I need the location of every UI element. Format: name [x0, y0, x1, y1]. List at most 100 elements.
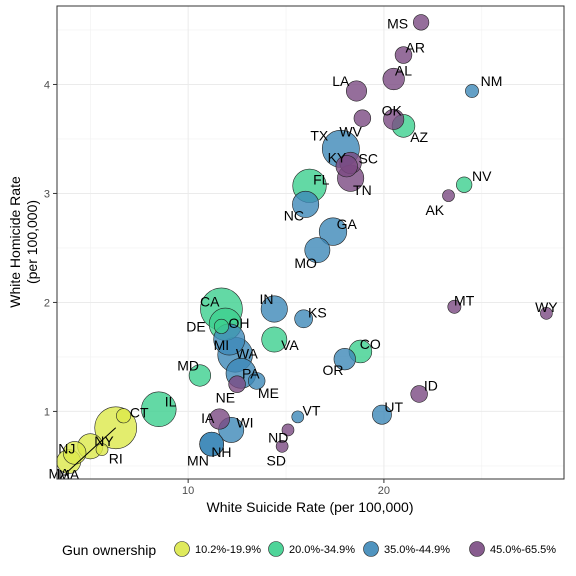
label-tn: TN — [353, 182, 372, 198]
label-wi: WI — [236, 414, 253, 430]
point-ms — [413, 14, 430, 31]
label-nv: NV — [472, 168, 492, 184]
point-ar — [394, 46, 413, 64]
plot-border — [56, 5, 565, 480]
label-az: AZ — [410, 129, 428, 145]
label-sd: SD — [267, 452, 286, 468]
point-la — [346, 80, 368, 102]
label-ri: RI — [109, 450, 123, 466]
legend-swatch — [268, 541, 284, 557]
label-mn: MN — [187, 452, 209, 468]
legend: Gun ownership 10.2%-19.9% 20.0%-34.9% 35.0… — [62, 541, 556, 558]
x-tick-label: 10 — [182, 485, 194, 497]
point-va — [261, 326, 288, 353]
point-ga — [318, 217, 348, 246]
label-ut: UT — [384, 399, 403, 415]
label-ma: MA — [48, 466, 70, 482]
label-la: LA — [332, 73, 350, 89]
point-ri — [95, 443, 109, 456]
point-id — [410, 385, 428, 403]
point-nc — [292, 190, 320, 218]
legend-swatch — [174, 541, 190, 557]
legend-title: Gun ownership — [62, 542, 156, 558]
y-tick-label: 3 — [44, 188, 50, 200]
legend-swatch — [363, 541, 379, 557]
label-ms: MS — [387, 15, 408, 31]
legend-swatch — [469, 541, 485, 557]
legend-label: 45.0%-65.5% — [490, 544, 556, 556]
point-ak — [442, 189, 455, 202]
point-mo — [304, 237, 331, 264]
y-tick-label: 2 — [44, 297, 50, 309]
point-mt — [447, 299, 462, 314]
label-mo: MO — [294, 255, 317, 271]
label-ct: CT — [130, 405, 149, 421]
label-ca: CA — [200, 293, 220, 309]
point-ks — [294, 309, 313, 329]
point-me — [247, 372, 266, 390]
label-wv: WV — [339, 123, 362, 139]
point-wy — [540, 307, 553, 320]
point-wv — [353, 109, 372, 127]
point-ia — [208, 408, 230, 430]
label-nc: NC — [284, 207, 304, 223]
y-axis-title-line-2: (per 100,000) — [24, 200, 40, 284]
y-tick-label: 4 — [44, 79, 50, 91]
point-nv — [456, 176, 473, 193]
label-id: ID — [424, 377, 438, 393]
label-ok: OK — [382, 103, 403, 119]
label-de: DE — [186, 318, 205, 334]
label-vt: VT — [303, 402, 321, 418]
x-axis-title: White Suicide Rate (per 100,000) — [207, 499, 414, 515]
label-ks: KS — [308, 304, 327, 320]
legend-label: 20.0%-34.9% — [289, 544, 355, 556]
label-nj: NJ — [58, 440, 75, 456]
label-mt: MT — [454, 292, 475, 308]
point-in — [260, 295, 288, 323]
x-tick-label: 20 — [378, 485, 390, 497]
label-ar: AR — [406, 39, 425, 55]
label-leaders — [68, 427, 117, 472]
label-mi: MI — [214, 337, 230, 353]
label-or: OR — [323, 362, 344, 378]
point-mn — [199, 431, 224, 457]
point-nm — [465, 84, 479, 98]
label-sc: SC — [359, 151, 378, 167]
label-nh: NH — [211, 444, 231, 460]
label-al: AL — [395, 62, 412, 78]
label-va: VA — [281, 337, 299, 353]
point-labels: MS AR AL LA NM OK AZ WV TX SC KY TN NV FL AK NC GA MO CA IN… — [48, 15, 558, 482]
label-oh: OH — [229, 315, 250, 331]
legend-label: 35.0%-44.9% — [384, 544, 450, 556]
label-nm: NM — [481, 73, 503, 89]
label-tx: TX — [310, 128, 329, 144]
legend-label: 10.2%-19.9% — [195, 544, 261, 556]
y-axis-title-line-1: White Homicide Rate — [7, 176, 23, 308]
label-me: ME — [258, 385, 279, 401]
point-al — [382, 67, 405, 91]
label-wy: WY — [535, 299, 558, 315]
label-fl: FL — [313, 171, 330, 187]
y-tick-label: 1 — [44, 406, 50, 418]
label-pa: PA — [242, 365, 260, 381]
axis-ticks: 10 20 1 2 3 4 — [44, 79, 390, 497]
point-md — [188, 364, 211, 387]
point-ok — [383, 108, 405, 130]
point-ct — [116, 408, 132, 424]
label-wa: WA — [236, 346, 259, 362]
point-sd — [275, 440, 289, 453]
point-il — [141, 391, 177, 427]
label-il: IL — [165, 394, 177, 410]
point-vt — [291, 410, 305, 424]
data-points — [56, 14, 553, 474]
label-ak: AK — [425, 202, 444, 218]
point-nd — [281, 423, 295, 437]
label-in: IN — [259, 291, 273, 307]
point-or — [333, 348, 356, 371]
point-ky — [335, 155, 358, 178]
label-co: CO — [360, 336, 381, 352]
label-ny: NY — [94, 433, 114, 449]
point-ne — [228, 375, 246, 393]
label-ne: NE — [216, 389, 235, 405]
label-md: MD — [177, 358, 199, 374]
